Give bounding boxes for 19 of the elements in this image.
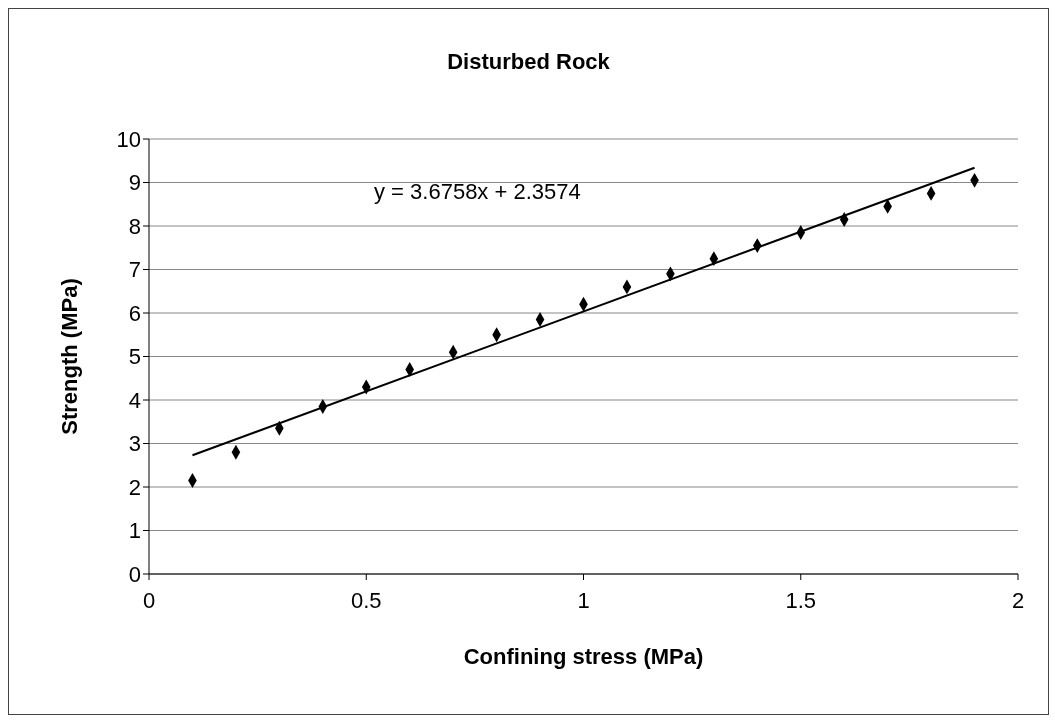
x-tick-label: 2 (1011, 587, 1025, 613)
y-tick-label: 4 (128, 387, 141, 413)
y-tick-label: 9 (128, 170, 141, 196)
y-tick-label: 3 (128, 431, 141, 457)
y-axis-title: Strength (MPa) (56, 278, 82, 435)
x-tick-label: 1 (577, 587, 590, 613)
chart-title: Disturbed Rock (446, 49, 611, 75)
y-tick-label: 10 (116, 126, 141, 152)
annotation: y = 3.6758x + 2.3574 (374, 179, 581, 205)
x-tick-label: 0.5 (350, 587, 382, 613)
y-tick-label: 7 (128, 257, 141, 283)
x-tick-label: 1.5 (785, 587, 817, 613)
y-tick-label: 6 (128, 300, 141, 326)
y-tick-label: 8 (128, 213, 141, 239)
y-tick-label: 5 (128, 344, 141, 370)
y-tick-label: 1 (128, 518, 141, 544)
x-axis-title: Confining stress (MPa) (463, 644, 704, 669)
y-tick-label: 0 (128, 561, 141, 587)
y-tick-label: 2 (128, 474, 141, 500)
